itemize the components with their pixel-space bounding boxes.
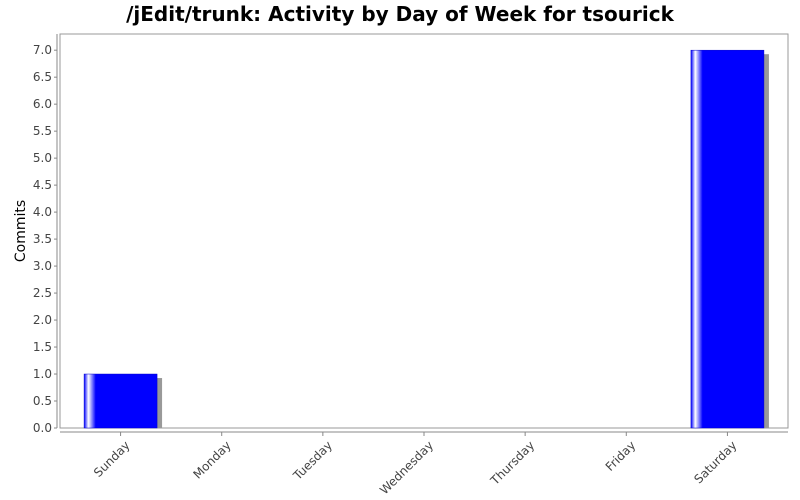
y-tick-label: 0.0 — [33, 421, 52, 435]
y-tick-label: 3.0 — [33, 259, 52, 273]
x-tick-label: Thursday — [487, 438, 537, 488]
y-tick-label: 3.5 — [33, 232, 52, 246]
bar-sunday — [83, 373, 158, 429]
x-axis: Sunday Monday Tuesday Wednesday Thursday Frid… — [60, 431, 788, 497]
bars — [83, 49, 769, 429]
y-tick-label: 4.5 — [33, 178, 52, 192]
y-tick-label: 5.0 — [33, 151, 52, 165]
x-tick-label: Friday — [603, 438, 639, 474]
chart-title: /jEdit/trunk: Activity by Day of Week fo… — [126, 2, 674, 26]
y-tick-label: 1.5 — [33, 340, 52, 354]
bar-saturday — [690, 49, 765, 429]
plot-area — [59, 33, 789, 429]
y-tick-label: 5.5 — [33, 124, 52, 138]
x-tick-label: Sunday — [91, 438, 133, 480]
y-tick-label: 2.0 — [33, 313, 52, 327]
x-tick-label: Wednesday — [377, 438, 436, 497]
y-tick-label: 7.0 — [33, 43, 52, 57]
x-tick-label: Tuesday — [290, 438, 335, 483]
y-axis: 0.0 0.5 1.0 1.5 2.0 2.5 3.0 3.5 4.0 4.5 5.0 5.5 6.0 6… — [33, 34, 58, 435]
x-tick-label: Saturday — [691, 438, 739, 486]
y-axis-label: Commits — [13, 200, 29, 262]
x-tick-label: Monday — [190, 438, 233, 481]
y-tick-label: 4.0 — [33, 205, 52, 219]
y-tick-label: 2.5 — [33, 286, 52, 300]
y-tick-label: 1.0 — [33, 367, 52, 381]
y-tick-label: 0.5 — [33, 394, 52, 408]
y-tick-label: 6.5 — [33, 70, 52, 84]
y-tick-label: 6.0 — [33, 97, 52, 111]
